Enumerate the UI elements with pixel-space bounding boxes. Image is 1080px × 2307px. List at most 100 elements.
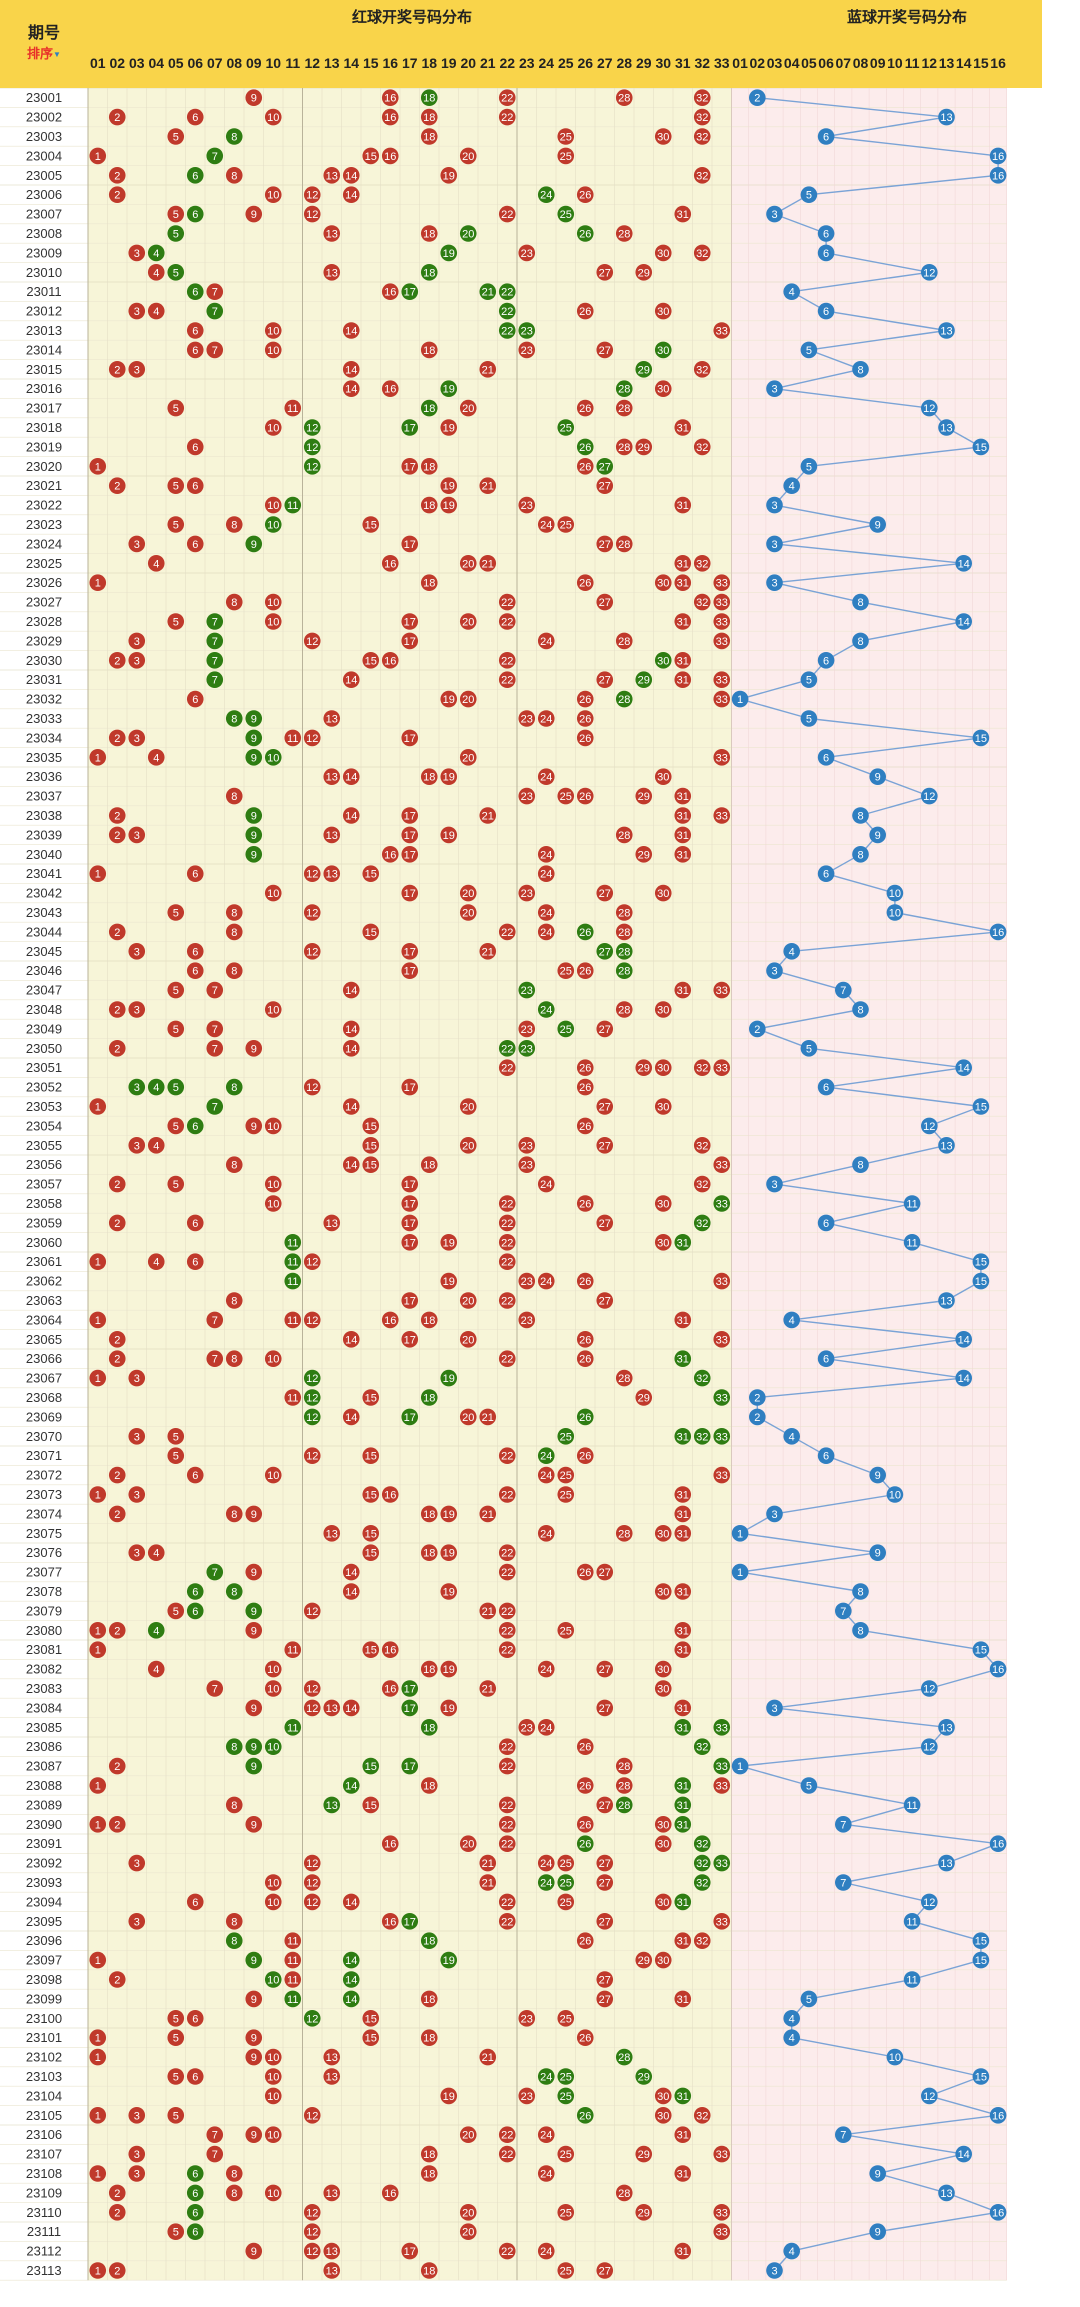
green-ball-marker: 24 bbox=[537, 186, 555, 203]
svg-text:24: 24 bbox=[540, 1451, 552, 1463]
red-ball-marker: 12 bbox=[303, 729, 321, 747]
svg-text:28: 28 bbox=[618, 1373, 630, 1385]
svg-text:22: 22 bbox=[501, 1257, 513, 1269]
green-ball-marker: 26 bbox=[576, 1408, 594, 1426]
red-ball-marker: 29 bbox=[635, 846, 653, 863]
svg-text:31: 31 bbox=[677, 1936, 689, 1948]
issue-number: 23110 bbox=[26, 2205, 61, 2220]
red-ball-marker: 22 bbox=[498, 1913, 516, 1930]
red-ball-marker: 10 bbox=[264, 1117, 282, 1135]
red-ball-marker: 16 bbox=[381, 1641, 399, 1658]
red-ball-marker: 24 bbox=[537, 904, 555, 921]
svg-text:27: 27 bbox=[599, 1296, 611, 1308]
red-ball-marker: 2 bbox=[108, 1622, 126, 1639]
svg-text:18: 18 bbox=[423, 132, 435, 144]
svg-text:28: 28 bbox=[618, 1761, 630, 1773]
svg-text:12: 12 bbox=[306, 1373, 318, 1385]
red-ball-marker: 13 bbox=[323, 264, 341, 281]
red-ball-marker: 9 bbox=[245, 1505, 263, 1523]
chart-gridlines bbox=[0, 87, 1008, 2281]
svg-text:24: 24 bbox=[540, 1664, 552, 1676]
green-ball-marker: 3 bbox=[128, 1078, 146, 1096]
issue-number: 23013 bbox=[26, 323, 62, 338]
svg-text:17: 17 bbox=[404, 830, 416, 842]
svg-text:4: 4 bbox=[789, 946, 795, 958]
svg-text:30: 30 bbox=[657, 1839, 669, 1851]
red-ball-marker: 9 bbox=[245, 1699, 263, 1717]
blue-ball-marker: 7 bbox=[835, 1602, 852, 1620]
red-ball-marker: 26 bbox=[576, 1563, 594, 1581]
svg-text:14: 14 bbox=[345, 1102, 357, 1114]
red-ball-marker: 31 bbox=[674, 1990, 692, 2008]
svg-text:26: 26 bbox=[579, 714, 591, 726]
svg-text:10: 10 bbox=[267, 2072, 279, 2084]
blue-trend-segment bbox=[825, 1455, 878, 1476]
svg-text:12: 12 bbox=[306, 423, 318, 435]
red-ball-marker: 14 bbox=[342, 1331, 360, 1348]
svg-text:11: 11 bbox=[287, 1237, 298, 1249]
red-ball-marker: 22 bbox=[498, 108, 516, 126]
red-ball-marker: 32 bbox=[693, 108, 711, 126]
sort-arrow-icon[interactable]: ▼ bbox=[53, 50, 61, 59]
svg-text:7: 7 bbox=[212, 287, 218, 299]
green-ball-marker: 13 bbox=[323, 1796, 341, 1814]
green-ball-marker: 11 bbox=[284, 1253, 302, 1270]
issue-number: 23016 bbox=[26, 381, 62, 396]
red-ball-marker: 17 bbox=[401, 458, 419, 475]
sort-button[interactable]: 排序 ▼ bbox=[27, 46, 61, 61]
red-ball-marker: 11 bbox=[284, 1641, 302, 1658]
red-ball-marker: 29 bbox=[635, 1389, 653, 1406]
red-ball-marker: 31 bbox=[674, 1932, 692, 1949]
svg-text:12: 12 bbox=[923, 1897, 935, 1909]
red-ball-marker: 30 bbox=[654, 1098, 672, 1115]
green-ball-marker: 30 bbox=[654, 652, 672, 669]
svg-text:9: 9 bbox=[875, 2227, 881, 2239]
issue-number: 23041 bbox=[26, 866, 62, 881]
red-ball-marker: 15 bbox=[362, 2029, 380, 2046]
red-ball-marker: 31 bbox=[674, 807, 692, 824]
red-ball-marker: 31 bbox=[674, 1641, 692, 1658]
green-ball-marker: 23 bbox=[518, 322, 536, 339]
red-ball-marker: 26 bbox=[576, 1078, 594, 1096]
red-ball-marker: 27 bbox=[596, 264, 614, 281]
red-ball-marker: 16 bbox=[381, 147, 399, 165]
svg-text:1: 1 bbox=[95, 1781, 101, 1793]
svg-text:14: 14 bbox=[958, 617, 970, 629]
red-ball-marker: 6 bbox=[186, 865, 204, 882]
svg-text:32: 32 bbox=[696, 132, 708, 144]
blue-ball-marker: 16 bbox=[989, 147, 1007, 165]
svg-text:26: 26 bbox=[579, 461, 591, 473]
red-column-header: 12 bbox=[304, 55, 320, 71]
sort-label[interactable]: 排序 bbox=[27, 46, 53, 61]
green-ball-marker: 7 bbox=[206, 147, 224, 165]
svg-text:24: 24 bbox=[540, 849, 552, 861]
red-ball-marker: 13 bbox=[323, 2048, 341, 2066]
red-column-header: 07 bbox=[207, 55, 223, 71]
issue-number: 23026 bbox=[26, 575, 62, 590]
red-ball-marker: 20 bbox=[459, 613, 477, 630]
svg-text:29: 29 bbox=[638, 1063, 650, 1075]
svg-text:10: 10 bbox=[267, 326, 279, 338]
red-ball-marker: 1 bbox=[89, 1622, 107, 1639]
svg-text:26: 26 bbox=[579, 1063, 591, 1075]
red-ball-marker: 21 bbox=[479, 807, 497, 824]
red-column-header: 30 bbox=[655, 55, 671, 71]
svg-text:13: 13 bbox=[326, 714, 338, 726]
red-ball-marker: 28 bbox=[615, 826, 633, 844]
red-ball-marker: 12 bbox=[303, 1253, 321, 1270]
red-ball-marker: 24 bbox=[537, 1175, 555, 1193]
red-column-header: 05 bbox=[168, 55, 184, 71]
svg-text:27: 27 bbox=[599, 1102, 611, 1114]
red-ball-marker: 1 bbox=[89, 1098, 107, 1115]
red-ball-marker: 23 bbox=[518, 1156, 536, 1173]
red-ball-marker: 27 bbox=[596, 1137, 614, 1154]
svg-text:33: 33 bbox=[716, 578, 728, 590]
blue-trend-segment bbox=[774, 562, 964, 584]
svg-text:1: 1 bbox=[95, 2110, 101, 2122]
green-ball-marker: 10 bbox=[264, 749, 282, 766]
svg-text:5: 5 bbox=[173, 267, 179, 279]
red-ball-marker: 25 bbox=[557, 962, 575, 979]
svg-text:20: 20 bbox=[462, 888, 474, 900]
green-ball-marker: 29 bbox=[635, 361, 653, 378]
green-ball-marker: 32 bbox=[693, 1835, 711, 1852]
